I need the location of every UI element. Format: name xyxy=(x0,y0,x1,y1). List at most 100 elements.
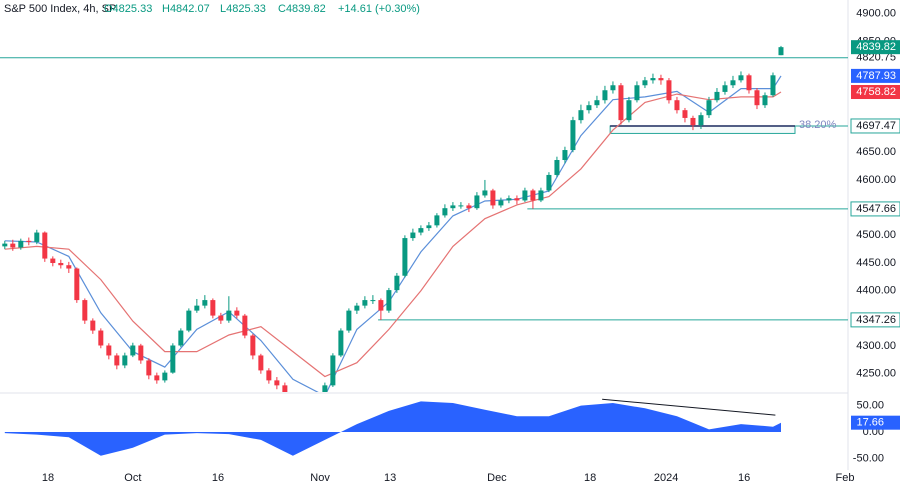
x-tick-label: 2024 xyxy=(654,472,678,484)
candle-body xyxy=(146,360,152,376)
candle-body xyxy=(426,225,432,229)
candle-body xyxy=(754,90,760,106)
price-label-bg xyxy=(851,40,900,55)
price-label: 4758.82 xyxy=(856,86,896,98)
candle-body xyxy=(618,85,624,121)
candle-body xyxy=(458,205,464,207)
candle-body xyxy=(266,370,272,381)
x-tick-label: 18 xyxy=(42,472,54,484)
candle-body xyxy=(530,190,536,201)
candle-body xyxy=(2,243,8,247)
candle-body xyxy=(194,305,200,311)
candle-body xyxy=(538,190,544,201)
candle-body xyxy=(402,238,408,276)
candle-body xyxy=(690,117,696,126)
candle-body xyxy=(410,232,416,239)
candle-body xyxy=(154,375,160,381)
x-tick-label: 16 xyxy=(738,472,750,484)
price-label: 4697.47 xyxy=(856,120,896,132)
candle-body xyxy=(210,300,216,316)
candle-body xyxy=(730,80,736,86)
osc-label: 17.66 xyxy=(856,417,884,429)
candle-body xyxy=(18,240,24,248)
candle-body xyxy=(90,320,96,331)
candle-body xyxy=(442,208,448,216)
candle-body xyxy=(594,100,600,106)
y-tick-label: 4300.00 xyxy=(856,340,896,352)
candle-body xyxy=(642,80,648,86)
candle-body xyxy=(138,345,144,361)
candle-body xyxy=(170,345,176,373)
candle-body xyxy=(490,190,496,206)
candle-body xyxy=(178,330,184,346)
quote-item: O4825.33 xyxy=(104,3,152,15)
x-tick-label: Dec xyxy=(487,472,507,484)
candle-body xyxy=(74,268,80,301)
candle-body xyxy=(242,315,248,336)
candle-body xyxy=(66,265,72,269)
x-tick-label: 18 xyxy=(584,472,596,484)
osc-tick-label: -50.00 xyxy=(853,452,884,464)
candle-body xyxy=(674,100,680,111)
y-tick-label: 4900.00 xyxy=(856,8,896,20)
x-tick-label: Oct xyxy=(124,472,141,484)
x-tick-label: Nov xyxy=(310,472,330,484)
candle-body xyxy=(602,90,608,101)
candle-body xyxy=(98,330,104,346)
candle-body xyxy=(746,75,752,91)
candle-body xyxy=(666,80,672,101)
candle-body xyxy=(282,385,288,392)
candle-body xyxy=(10,243,16,248)
candle-body xyxy=(386,290,392,311)
y-tick-label: 4450.00 xyxy=(856,257,896,269)
candle-body xyxy=(346,310,352,331)
quote-item: L4825.33 xyxy=(220,3,266,15)
price-label-bg xyxy=(851,85,900,100)
candle-body xyxy=(626,100,632,121)
candle-body xyxy=(418,228,424,233)
candle-body xyxy=(218,315,224,321)
candle-body xyxy=(322,385,328,392)
candle-body xyxy=(698,115,704,126)
candle-body xyxy=(370,300,376,302)
candle-body xyxy=(682,110,688,118)
candle-body xyxy=(394,275,400,291)
candle-body xyxy=(634,85,640,101)
candle-body xyxy=(658,78,664,81)
price-label: 4839.82 xyxy=(856,41,896,53)
candle-body xyxy=(42,232,48,259)
candle-body xyxy=(778,47,784,56)
y-tick-label: 4250.00 xyxy=(856,368,896,380)
fib-label: 38.20% xyxy=(799,119,837,131)
candle-body xyxy=(114,355,120,366)
candle-body xyxy=(354,305,360,311)
candle-body xyxy=(338,330,344,356)
price-label: 4820.75 xyxy=(856,52,896,64)
candle-body xyxy=(162,372,168,381)
candle-body xyxy=(122,355,128,366)
oscillator-area xyxy=(4,401,782,456)
osc-label-bg xyxy=(851,415,900,430)
price-label: 4547.66 xyxy=(856,203,896,215)
candle-body xyxy=(274,380,280,386)
osc-tick-label: 50.00 xyxy=(856,400,884,412)
x-tick-label: 16 xyxy=(212,472,224,484)
y-tick-label: 4650.00 xyxy=(856,146,896,158)
price-label-bg xyxy=(850,118,900,134)
candle-body xyxy=(106,345,112,356)
quote-item: C4839.82 xyxy=(278,3,326,15)
y-tick-label: 4600.00 xyxy=(856,174,896,186)
candle-body xyxy=(474,195,480,209)
candle-body xyxy=(434,215,440,226)
candle-body xyxy=(562,150,568,161)
candle-body xyxy=(330,355,336,386)
price-label-bg xyxy=(850,201,900,217)
price-label-bg xyxy=(850,312,900,328)
candle-body xyxy=(546,174,552,191)
candle-body xyxy=(50,258,56,263)
divergence-trendline xyxy=(602,398,776,416)
candle-body xyxy=(258,355,264,371)
candle-body xyxy=(554,160,560,175)
